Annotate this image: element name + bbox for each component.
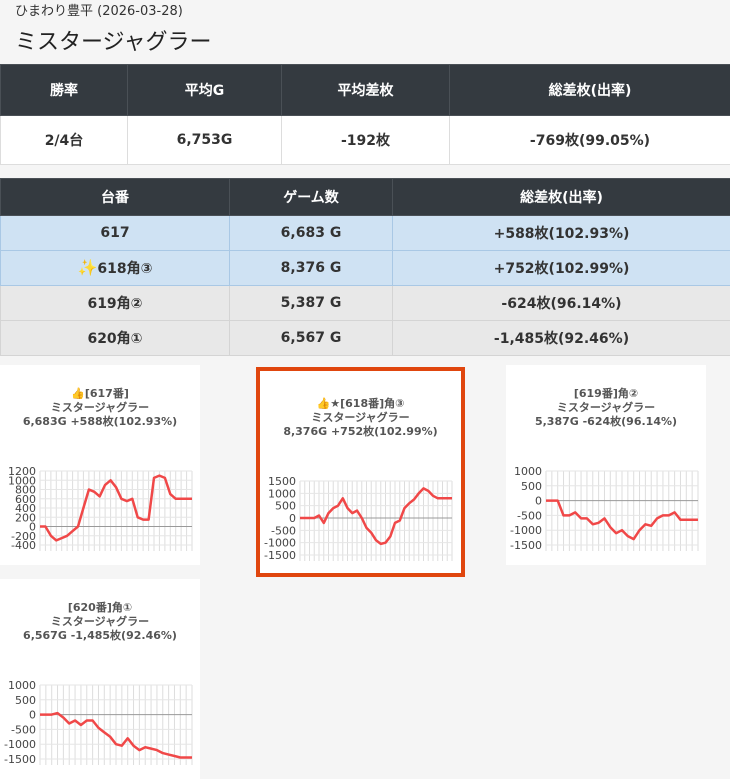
series-line xyxy=(300,487,452,546)
y-tick-label: -1500 xyxy=(264,549,296,562)
summary-winrate: 2/4台 xyxy=(0,115,128,165)
chart-subtitle: ミスタージャグラー xyxy=(556,401,656,414)
chart-card-620[interactable]: [620番]角① ミスタージャグラー 6,567G -1,485枚(92.46%… xyxy=(0,579,200,779)
chart-title: 👍★[618番]角③ xyxy=(316,397,405,410)
y-tick-label: 500 xyxy=(275,500,296,513)
y-tick-label: -1000 xyxy=(510,524,542,537)
y-tick-label: -500 xyxy=(11,723,36,736)
y-tick-label: -1000 xyxy=(4,738,36,751)
machine-diff: -1,485枚(92.46%) xyxy=(392,320,730,356)
y-tick-label: 0 xyxy=(289,512,296,525)
machine-diff: -624枚(96.14%) xyxy=(392,285,730,321)
machine-games: 6,683 G xyxy=(229,215,393,251)
table-row[interactable]: ✨618角③ 8,376 G +752枚(102.99%) xyxy=(0,250,730,286)
y-tick-label: 0 xyxy=(29,521,36,534)
chart-stats: 6,567G -1,485枚(92.46%) xyxy=(23,629,177,642)
y-tick-label: 1500 xyxy=(268,475,296,488)
sparkles-icon: ✨ xyxy=(77,258,98,277)
chart-title: 👍[617番] xyxy=(71,387,129,400)
y-tick-label: -400 xyxy=(11,539,36,552)
y-tick-label: -500 xyxy=(271,524,296,537)
y-tick-label: -500 xyxy=(517,509,542,522)
machines-table: 台番 ゲーム数 総差枚(出率) 617 6,683 G +588枚(102.93… xyxy=(0,178,730,356)
series-line xyxy=(546,499,698,541)
chart-card-618[interactable]: 👍★[618番]角③ ミスタージャグラー 8,376G +752枚(102.99… xyxy=(256,367,465,577)
y-tick-label: 600 xyxy=(15,493,36,506)
machine-id: 618角③ xyxy=(97,261,153,277)
y-tick-label: -1500 xyxy=(510,539,542,552)
y-tick-label: 1000 xyxy=(8,474,36,487)
line-chart: 1000 500 0-500 -1000 -1500 xyxy=(510,465,699,552)
summary-header-winrate: 勝率 xyxy=(0,64,128,116)
summary-avg-games: 6,753G xyxy=(127,115,282,165)
machine-games: 8,376 G xyxy=(229,250,393,286)
machines-header-id: 台番 xyxy=(0,178,230,216)
y-tick-label: 0 xyxy=(535,495,542,508)
summary-header-total-diff: 総差枚(出率) xyxy=(449,64,730,116)
machines-header-games: ゲーム数 xyxy=(229,178,393,216)
y-tick-label: -1500 xyxy=(4,753,36,766)
chart-stats: 8,376G +752枚(102.99%) xyxy=(283,425,438,438)
y-tick-label: 500 xyxy=(521,480,542,493)
chart-stats: 5,387G -624枚(96.14%) xyxy=(534,415,678,428)
machine-id: 620角① xyxy=(0,320,230,356)
series-line xyxy=(40,711,192,759)
summary-table: 勝率 平均G 平均差枚 総差枚(出率) 2/4台 6,753G -192枚 -7… xyxy=(0,64,730,165)
page-title: ミスタージャグラー xyxy=(15,30,212,55)
venue-date: ひまわり豊平 (2026-03-28) xyxy=(15,4,183,19)
y-tick-label: 400 xyxy=(15,502,36,515)
chart-title: [619番]角② xyxy=(573,387,639,400)
chart-subtitle: ミスタージャグラー xyxy=(50,401,150,414)
y-tick-label: 1200 xyxy=(8,465,36,478)
chart-card-617[interactable]: 👍[617番] ミスタージャグラー 6,683G +588枚(102.93%) … xyxy=(0,365,200,565)
table-row[interactable]: 620角① 6,567 G -1,485枚(92.46%) xyxy=(0,320,730,356)
line-chart: 1000 500 0-500 -1000 -1500 xyxy=(4,679,193,766)
machine-games: 6,567 G xyxy=(229,320,393,356)
y-tick-label: 1000 xyxy=(514,465,542,478)
y-tick-label: 1000 xyxy=(268,487,296,500)
machines-header-diff: 総差枚(出率) xyxy=(392,178,730,216)
machine-diff: +588枚(102.93%) xyxy=(392,215,730,251)
chart-subtitle: ミスタージャグラー xyxy=(311,411,410,424)
chart-title: [620番]角① xyxy=(67,601,133,614)
chart-stats: 6,683G +588枚(102.93%) xyxy=(22,415,178,428)
y-tick-label: 1000 xyxy=(8,679,36,692)
y-tick-label: 200 xyxy=(15,511,36,524)
summary-total-diff: -769枚(99.05%) xyxy=(449,115,730,165)
table-row[interactable]: 617 6,683 G +588枚(102.93%) xyxy=(0,215,730,251)
machine-id-cell: ✨618角③ xyxy=(0,250,230,286)
machine-id: 617 xyxy=(0,215,230,251)
machine-id: 619角② xyxy=(0,285,230,321)
machine-diff: +752枚(102.99%) xyxy=(392,250,730,286)
y-tick-label: -1000 xyxy=(264,537,296,550)
y-tick-label: 800 xyxy=(15,484,36,497)
y-tick-label: -200 xyxy=(11,530,36,543)
y-tick-label: 0 xyxy=(29,709,36,722)
machine-games: 5,387 G xyxy=(229,285,393,321)
summary-header-avg-games: 平均G xyxy=(127,64,282,116)
summary-avg-diff: -192枚 xyxy=(281,115,450,165)
table-row[interactable]: 619角② 5,387 G -624枚(96.14%) xyxy=(0,285,730,321)
chart-subtitle: ミスタージャグラー xyxy=(50,615,150,628)
y-tick-label: 500 xyxy=(15,694,36,707)
chart-card-619[interactable]: [619番]角② ミスタージャグラー 5,387G -624枚(96.14%) … xyxy=(506,365,706,565)
summary-header-avg-diff: 平均差枚 xyxy=(281,64,450,116)
series-line xyxy=(40,474,192,542)
